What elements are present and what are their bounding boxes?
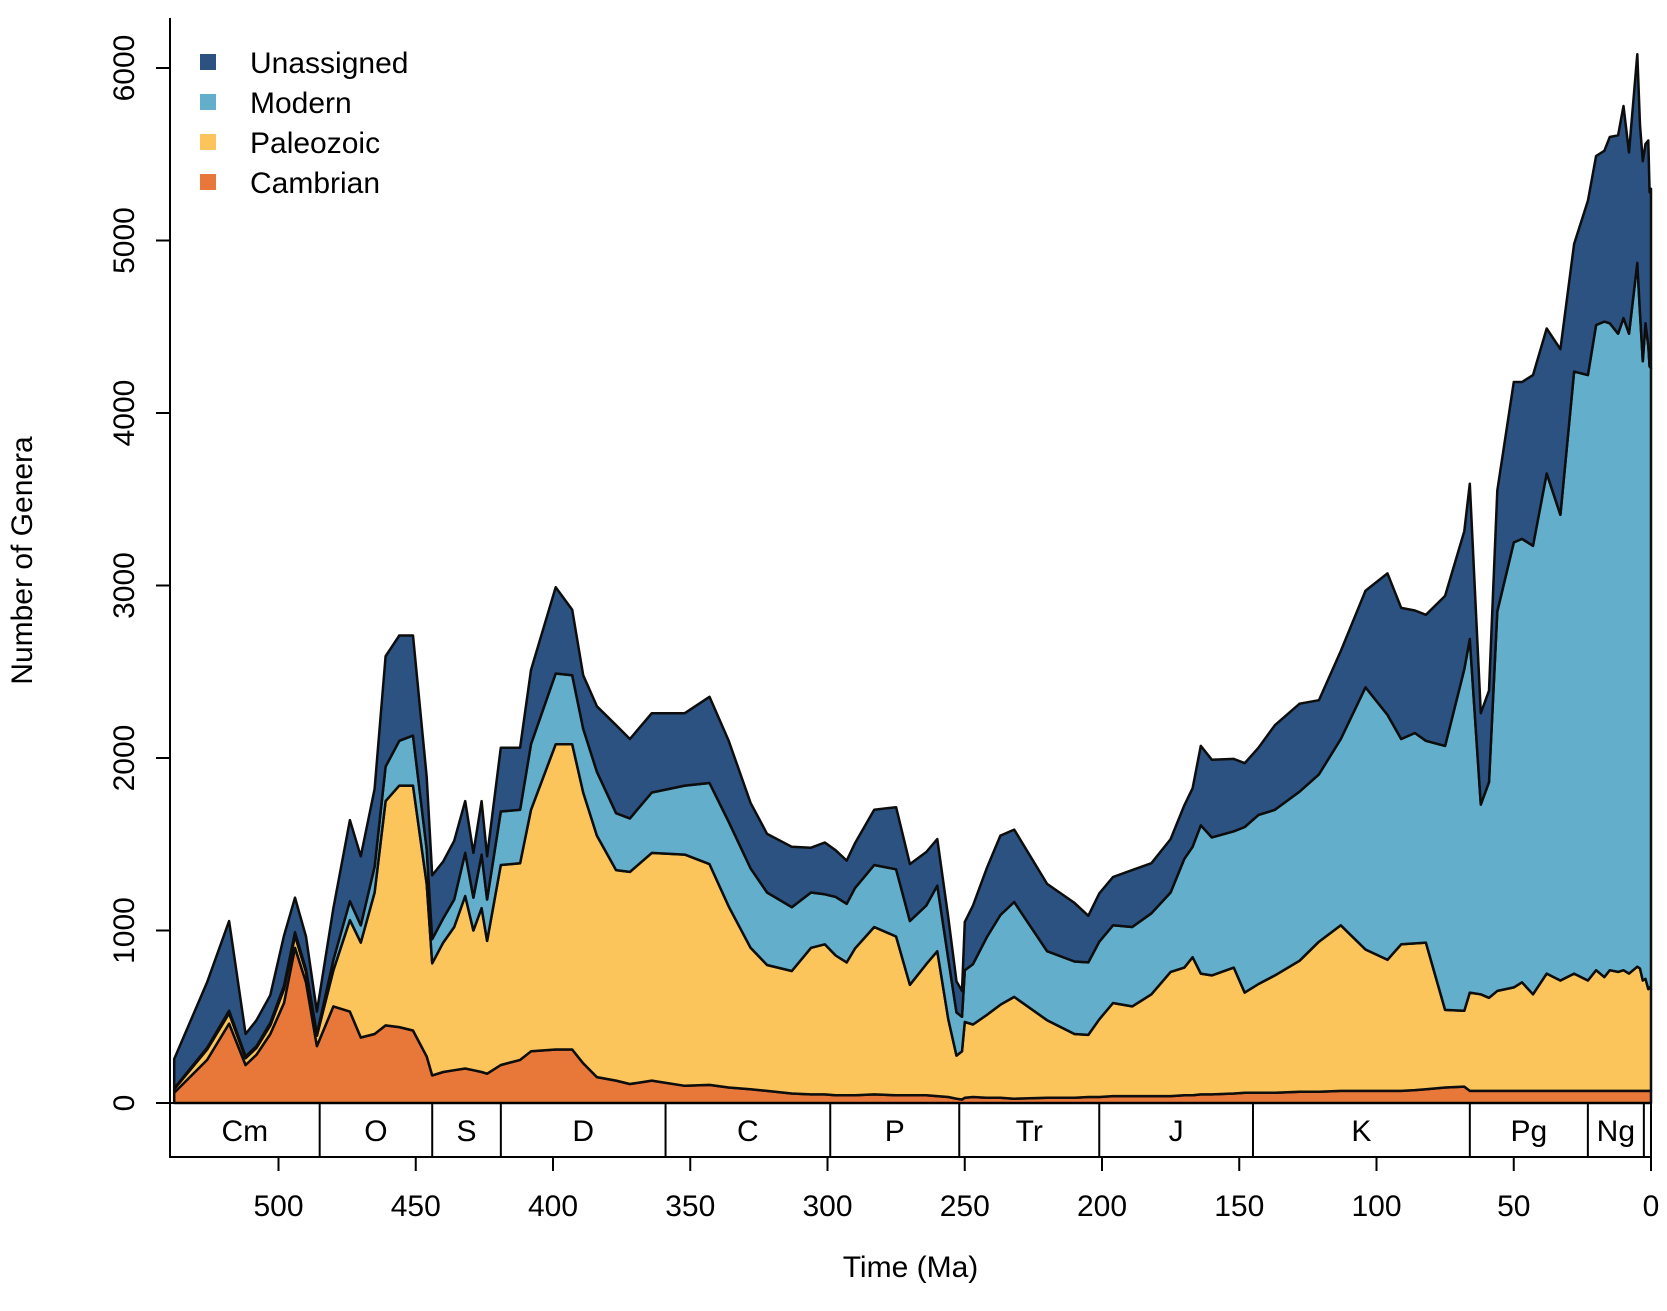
period-label: Pg (1510, 1115, 1547, 1148)
x-tick-label: 350 (665, 1190, 715, 1223)
series-areas (172, 52, 1653, 1105)
x-tick-label: 0 (1643, 1190, 1660, 1223)
period-label: J (1169, 1115, 1184, 1148)
legend-swatch (200, 54, 216, 70)
y-tick-label: 2000 (108, 725, 141, 792)
legend-label: Unassigned (250, 47, 408, 80)
x-tick-label: 250 (940, 1190, 990, 1223)
y-tick-label: 5000 (108, 207, 141, 274)
period-bar-frame (169, 1102, 1652, 1158)
x-axis-label: Time (Ma) (843, 1251, 979, 1284)
period-label: P (885, 1115, 905, 1148)
legend-swatch (200, 94, 216, 110)
x-tick-label: 450 (391, 1190, 441, 1223)
period-label: Cm (222, 1115, 269, 1148)
period-label: D (572, 1115, 594, 1148)
period-label: C (737, 1115, 759, 1148)
y-axis-label: Number of Genera (6, 436, 39, 685)
legend-label: Cambrian (250, 167, 380, 200)
x-tick-label: 150 (1214, 1190, 1264, 1223)
y-tick-label: 3000 (108, 552, 141, 619)
y-tick-label: 4000 (108, 380, 141, 447)
x-tick-label: 200 (1077, 1190, 1127, 1223)
x-tick-label: 400 (528, 1190, 578, 1223)
x-tick-label: 50 (1497, 1190, 1530, 1223)
period-label: O (364, 1115, 387, 1148)
y-tick-label: 1000 (108, 897, 141, 964)
period-label: Tr (1016, 1115, 1043, 1148)
period-label: S (457, 1115, 477, 1148)
legend-label: Modern (250, 87, 352, 120)
x-tick-label: 100 (1351, 1190, 1401, 1223)
geologic-period-bar: Cm O S D C P Tr J K Pg Ng (169, 1102, 1652, 1158)
legend-swatch (200, 174, 216, 190)
period-label: K (1351, 1115, 1371, 1148)
x-tick-label: 300 (802, 1190, 852, 1223)
x-tick-label: 500 (253, 1190, 303, 1223)
period-label: Ng (1597, 1115, 1635, 1148)
y-tick-label: 0 (108, 1095, 141, 1112)
series-area-unassigned (172, 52, 1653, 1090)
y-tick-label: 6000 (108, 35, 141, 102)
legend: Unassigned Modern Paleozoic Cambrian (200, 47, 408, 200)
legend-label: Paleozoic (250, 127, 380, 160)
legend-swatch (200, 134, 216, 150)
